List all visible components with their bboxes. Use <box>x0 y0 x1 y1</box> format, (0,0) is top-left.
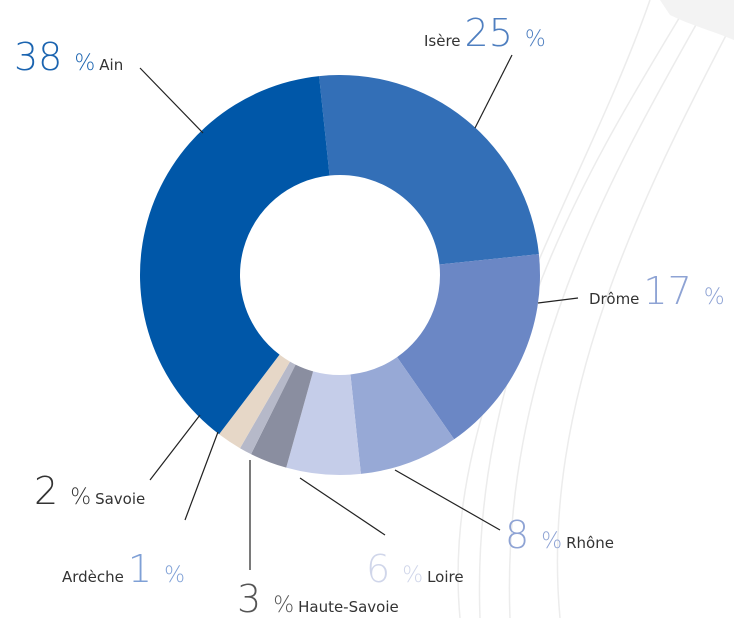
value-label: 2 <box>34 469 58 513</box>
unit-label: % <box>164 563 185 588</box>
value-label: 3 <box>237 577 261 618</box>
leader-line <box>538 298 578 303</box>
value-label: 25 <box>465 11 513 55</box>
value-label: 17 <box>643 269 691 313</box>
leader-line <box>300 478 385 535</box>
value-label: 6 <box>366 547 390 591</box>
unit-label: % <box>402 563 423 588</box>
category-label: Ain <box>99 56 123 74</box>
category-label: Rhône <box>566 534 614 552</box>
slice-label: 6%Loire <box>366 547 464 591</box>
unit-label: % <box>70 485 91 510</box>
leader-line <box>150 415 200 480</box>
value-label: 1 <box>128 547 152 591</box>
value-label: 8 <box>505 513 529 557</box>
unit-label: % <box>74 51 95 76</box>
category-label: Savoie <box>95 490 145 508</box>
leader-line <box>185 432 218 520</box>
category-label: Drôme <box>589 290 639 308</box>
category-label: Haute-Savoie <box>298 598 399 616</box>
category-label: Loire <box>427 568 464 586</box>
unit-label: % <box>273 593 294 618</box>
background-shape <box>660 0 734 40</box>
slice-label: 2%Savoie <box>34 469 145 513</box>
unit-label: % <box>704 285 725 310</box>
category-label: Isère <box>424 32 461 50</box>
category-label: Ardèche <box>62 568 124 586</box>
unit-label: % <box>541 529 562 554</box>
unit-label: % <box>525 27 546 52</box>
leader-line <box>475 55 512 128</box>
donut-slice <box>319 75 539 265</box>
chart: Isère25%Drôme17%8%Rhône6%Loire3%Haute-Sa… <box>0 0 734 618</box>
slice-label: 38%Ain <box>14 35 123 79</box>
value-label: 38 <box>14 35 62 79</box>
leader-line <box>140 68 203 133</box>
